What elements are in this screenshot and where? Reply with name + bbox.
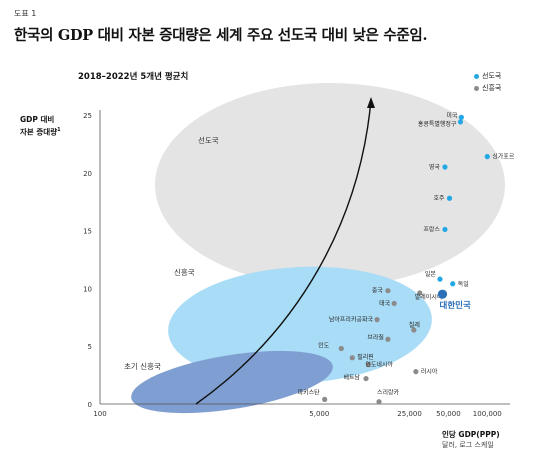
y-tick-label-0: 0	[88, 401, 92, 409]
point-label-emerging-11: 파키스탄	[298, 388, 321, 396]
point-emerging-3	[374, 317, 380, 323]
point-emerging-12	[376, 399, 382, 405]
point-label-emerging-2: 태국	[379, 299, 391, 307]
page-title: 한국의 GDP 대비 자본 증대량은 세계 주요 선도국 대비 낮은 수준임.	[14, 27, 428, 44]
y-tick-label-2: 10	[83, 285, 92, 293]
point-leading-0	[458, 114, 464, 120]
y-tick-label-3: 15	[83, 228, 92, 236]
point-emerging-1	[417, 290, 423, 296]
x-axis-label: 인당 GDP(PPP)	[442, 430, 500, 439]
region-leading	[155, 83, 505, 287]
point-label-leading-0: 미국	[446, 111, 458, 119]
point-leading-5	[442, 226, 448, 233]
point-label-emerging-7: 필리핀	[357, 353, 374, 361]
point-leading-6	[437, 276, 443, 282]
point-label-emerging-5: 브라질	[367, 333, 384, 341]
point-label-leading-6: 일본	[425, 270, 437, 278]
legend-dot-leading	[474, 73, 479, 79]
y-tick-label-4: 20	[83, 170, 92, 178]
chart-subtitle: 2018–2022년 5개년 평균치	[78, 72, 189, 82]
y-axis-label-line1: GDP 대비	[20, 115, 55, 124]
point-label-emerging-0: 중국	[372, 288, 384, 295]
x-tick-label-2: 25,000	[397, 410, 422, 418]
y-tick-label-5: 25	[83, 112, 92, 120]
region-label-early: 초기 신흥국	[124, 361, 161, 371]
y-axis-label: GDP 대비 자본 증대량1	[20, 115, 61, 138]
point-emerging-7	[349, 355, 355, 361]
point-emerging-10	[413, 369, 419, 375]
region-label-emerging: 신흥국	[174, 267, 195, 277]
point-emerging-4	[411, 327, 417, 333]
point-label-emerging-4: 칠레	[409, 321, 420, 329]
point-leading-4	[446, 195, 453, 201]
point-emerging-11	[322, 396, 328, 402]
point-label-emerging-9: 베트남	[343, 374, 360, 382]
x-tick-label-1: 5,000	[309, 410, 329, 418]
point-label-leading-1: 홍콩특별행정구	[418, 120, 457, 128]
exhibit-label: 도표 1	[14, 9, 37, 18]
point-emerging-6	[338, 345, 344, 352]
region-label-leading: 선도국	[198, 136, 219, 145]
point-leading-7	[450, 281, 456, 287]
point-emerging-8	[365, 362, 372, 368]
point-label-leading-4: 호주	[433, 195, 445, 202]
x-tick-label-0: 100	[93, 410, 106, 418]
point-emerging-9	[363, 375, 369, 382]
point-emerging-2	[391, 300, 397, 307]
point-label-leading-2: 싱가포르	[492, 153, 515, 161]
point-leading-1	[457, 119, 464, 125]
point-label-emerging-6: 인도	[318, 343, 330, 350]
legend-label-leading: 선도국	[482, 72, 502, 80]
point-label-emerging-1: 말레이시아	[415, 293, 443, 301]
point-leading-2	[484, 154, 490, 160]
region-early	[131, 350, 333, 414]
x-tick-label-4: 100,000	[473, 410, 502, 418]
point-leading-3	[442, 164, 448, 170]
chart-legend: 선도국 신흥국	[474, 70, 501, 94]
legend-dot-emerging	[474, 85, 479, 91]
point-label-leading-3: 영국	[429, 163, 441, 171]
point-label-korea: 대한민국	[440, 300, 471, 311]
point-label-leading-5: 프랑스	[423, 226, 440, 233]
point-emerging-0	[385, 288, 391, 294]
x-tick-label-3: 50,000	[436, 410, 461, 418]
point-label-emerging-8: 인도네시아	[365, 361, 393, 369]
point-label-leading-7: 독일	[458, 280, 469, 288]
y-axis-label-line2: 자본 증대량	[20, 127, 58, 137]
trend-arrow-line	[195, 99, 372, 405]
y-axis-label-footnote: 1	[57, 127, 61, 133]
legend-label-emerging: 신흥국	[482, 84, 502, 92]
point-label-emerging-12: 스리랑카	[377, 389, 400, 397]
trend-arrow-head	[367, 97, 375, 108]
region-emerging	[168, 266, 432, 384]
y-tick-label-1: 5	[88, 343, 92, 351]
point-label-emerging-3: 남아프리카공화국	[329, 316, 374, 324]
point-emerging-5	[385, 336, 391, 342]
x-axis-sublabel: 달러, 로그 스케일	[442, 441, 494, 449]
legend-item-emerging: 신흥국	[474, 82, 501, 94]
point-korea	[437, 289, 448, 299]
legend-item-leading: 선도국	[474, 70, 501, 82]
point-label-emerging-10: 러시아	[421, 368, 438, 376]
